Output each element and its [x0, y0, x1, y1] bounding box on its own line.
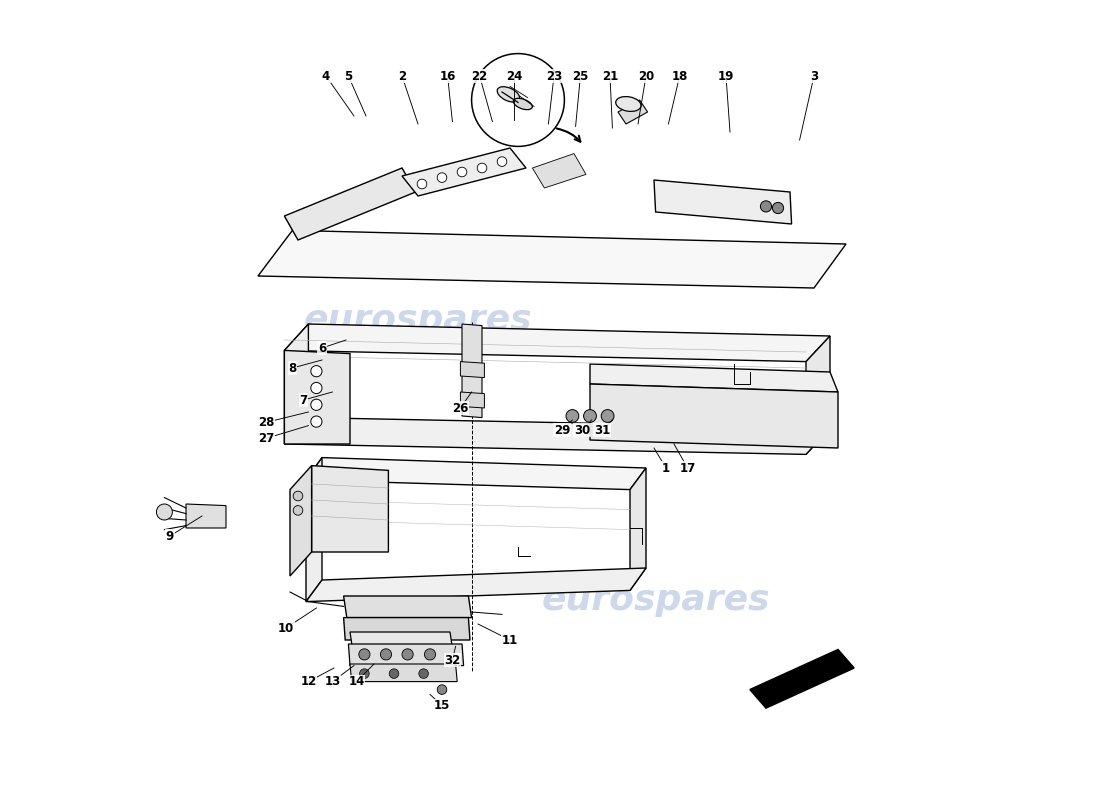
Text: eurospares: eurospares: [541, 583, 770, 617]
Polygon shape: [630, 468, 646, 590]
Circle shape: [437, 685, 447, 694]
Polygon shape: [350, 664, 458, 682]
Polygon shape: [402, 148, 526, 196]
Polygon shape: [311, 466, 388, 552]
Circle shape: [437, 173, 447, 182]
Ellipse shape: [497, 86, 519, 102]
Polygon shape: [461, 392, 484, 408]
Polygon shape: [462, 324, 482, 418]
Text: 29: 29: [553, 424, 570, 437]
Text: 6: 6: [318, 342, 326, 354]
Polygon shape: [590, 364, 838, 392]
Polygon shape: [461, 362, 484, 378]
Circle shape: [566, 410, 579, 422]
Circle shape: [458, 167, 466, 177]
Text: 7: 7: [299, 394, 308, 406]
Text: 13: 13: [324, 675, 341, 688]
Polygon shape: [590, 384, 838, 448]
Text: 28: 28: [257, 416, 274, 429]
Circle shape: [425, 649, 436, 660]
Text: 30: 30: [574, 424, 590, 437]
Text: 5: 5: [344, 70, 352, 82]
Polygon shape: [290, 466, 311, 576]
Text: 31: 31: [594, 424, 610, 437]
Text: 15: 15: [433, 699, 450, 712]
Text: 9: 9: [166, 530, 174, 542]
Polygon shape: [618, 100, 648, 124]
Text: 26: 26: [452, 402, 469, 414]
Text: 22: 22: [472, 70, 487, 82]
Text: 2: 2: [398, 70, 406, 82]
Polygon shape: [532, 154, 586, 188]
Circle shape: [389, 669, 399, 678]
Circle shape: [294, 491, 302, 501]
Text: 21: 21: [602, 70, 618, 82]
Polygon shape: [306, 568, 646, 602]
Text: 32: 32: [444, 654, 461, 666]
Polygon shape: [258, 230, 846, 288]
Text: 11: 11: [502, 634, 518, 646]
Ellipse shape: [616, 97, 641, 111]
Text: 10: 10: [278, 622, 294, 634]
Polygon shape: [285, 324, 308, 444]
Text: 16: 16: [439, 70, 455, 82]
Polygon shape: [186, 504, 225, 528]
Polygon shape: [350, 632, 452, 648]
Text: 20: 20: [638, 70, 654, 82]
Text: 12: 12: [300, 675, 317, 688]
Text: eurospares: eurospares: [304, 303, 532, 337]
Circle shape: [311, 382, 322, 394]
Polygon shape: [343, 618, 470, 640]
Circle shape: [497, 157, 507, 166]
Polygon shape: [654, 180, 792, 224]
Circle shape: [156, 504, 173, 520]
Text: 19: 19: [718, 70, 734, 82]
Circle shape: [772, 202, 783, 214]
Circle shape: [381, 649, 392, 660]
Circle shape: [584, 410, 596, 422]
Polygon shape: [285, 324, 830, 362]
Polygon shape: [285, 418, 830, 454]
Text: 1: 1: [662, 462, 670, 474]
Circle shape: [602, 410, 614, 422]
Text: 18: 18: [671, 70, 688, 82]
Circle shape: [311, 366, 322, 377]
Circle shape: [359, 649, 370, 660]
Text: 25: 25: [572, 70, 588, 82]
Text: 24: 24: [506, 70, 522, 82]
Circle shape: [760, 201, 771, 212]
Polygon shape: [285, 168, 416, 240]
Polygon shape: [285, 350, 350, 444]
Text: 3: 3: [810, 70, 818, 82]
Polygon shape: [306, 458, 322, 602]
Circle shape: [472, 54, 564, 146]
Circle shape: [419, 669, 428, 678]
Circle shape: [360, 669, 370, 678]
Polygon shape: [343, 596, 472, 618]
Text: 17: 17: [680, 462, 695, 474]
Text: 8: 8: [288, 362, 297, 374]
Circle shape: [311, 416, 322, 427]
Ellipse shape: [514, 98, 532, 110]
Circle shape: [477, 163, 487, 173]
Polygon shape: [806, 336, 830, 454]
Circle shape: [311, 399, 322, 410]
Text: 14: 14: [349, 675, 364, 688]
Polygon shape: [306, 458, 646, 490]
Circle shape: [294, 506, 302, 515]
Circle shape: [402, 649, 414, 660]
Polygon shape: [349, 644, 463, 666]
Text: 23: 23: [546, 70, 562, 82]
Circle shape: [417, 179, 427, 189]
Text: 27: 27: [257, 432, 274, 445]
Polygon shape: [750, 650, 854, 708]
Text: 4: 4: [322, 70, 330, 82]
